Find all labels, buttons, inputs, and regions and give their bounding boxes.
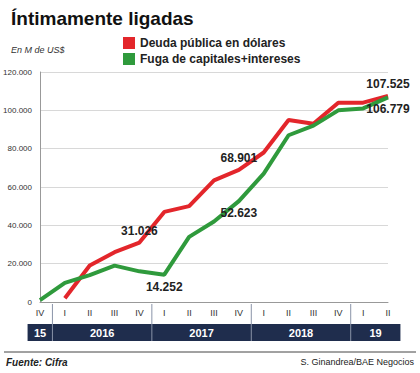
svg-text:II: II	[385, 308, 390, 318]
svg-text:III: III	[210, 308, 218, 318]
svg-text:106.779: 106.779	[366, 102, 410, 116]
svg-text:Deuda pública en dólares: Deuda pública en dólares	[140, 36, 286, 50]
svg-text:80.000: 80.000	[8, 144, 33, 153]
svg-text:68.901: 68.901	[221, 151, 258, 165]
svg-text:60.000: 60.000	[8, 183, 33, 192]
svg-text:15: 15	[34, 327, 46, 339]
svg-text:120.000: 120.000	[3, 68, 32, 77]
svg-text:II: II	[286, 308, 291, 318]
svg-text:IV: IV	[36, 308, 45, 318]
svg-text:IV: IV	[334, 308, 343, 318]
svg-text:40.000: 40.000	[8, 221, 33, 230]
svg-text:19: 19	[369, 327, 381, 339]
svg-text:Íntimamente ligadas: Íntimamente ligadas	[11, 8, 194, 29]
svg-text:II: II	[87, 308, 92, 318]
svg-text:III: III	[111, 308, 119, 318]
svg-text:31.026: 31.026	[121, 224, 158, 238]
svg-text:2018: 2018	[289, 327, 313, 339]
svg-text:2016: 2016	[90, 327, 114, 339]
svg-text:En M de US$: En M de US$	[11, 45, 66, 55]
svg-text:2017: 2017	[189, 327, 213, 339]
svg-text:107.525: 107.525	[366, 77, 410, 91]
svg-text:I: I	[262, 308, 265, 318]
svg-text:20.000: 20.000	[8, 259, 33, 268]
svg-text:100.000: 100.000	[3, 106, 32, 115]
svg-text:IV: IV	[235, 308, 244, 318]
svg-text:S. Ginandrea/BAE Negocios: S. Ginandrea/BAE Negocios	[300, 357, 414, 367]
svg-text:IV: IV	[135, 308, 144, 318]
svg-text:I: I	[64, 308, 67, 318]
svg-text:Fuga de capitales+intereses: Fuga de capitales+intereses	[140, 52, 301, 66]
svg-text:II: II	[187, 308, 192, 318]
svg-text:52.623: 52.623	[221, 206, 258, 220]
svg-text:I: I	[362, 308, 365, 318]
svg-text:0: 0	[28, 298, 33, 307]
svg-text:Fuente: Cifra: Fuente: Cifra	[6, 357, 68, 368]
svg-text:I: I	[163, 308, 166, 318]
svg-text:14.252: 14.252	[146, 280, 183, 294]
svg-text:III: III	[310, 308, 318, 318]
